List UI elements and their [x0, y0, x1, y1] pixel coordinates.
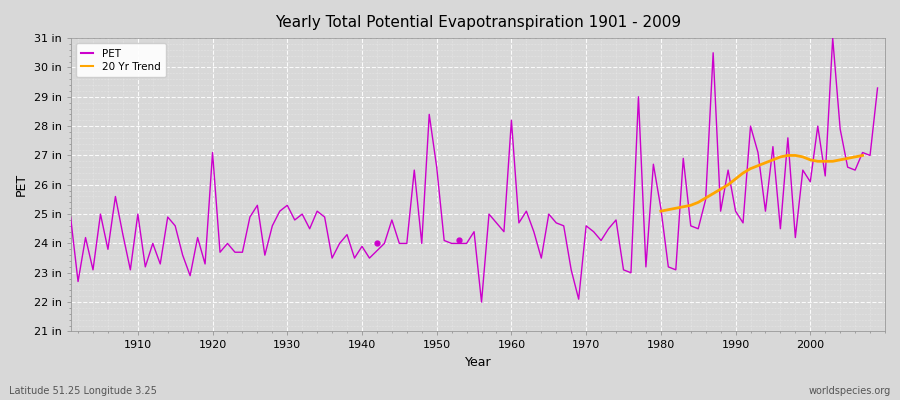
20 Yr Trend — [805, 158, 815, 162]
20 Yr Trend — [768, 158, 778, 162]
PET — [648, 162, 659, 167]
20 Yr Trend — [857, 153, 868, 158]
20 Yr Trend — [813, 159, 824, 164]
PET — [304, 226, 315, 231]
20 Yr Trend — [790, 153, 801, 158]
20 Yr Trend — [827, 159, 838, 164]
PET — [685, 224, 696, 228]
20 Yr Trend — [678, 204, 688, 209]
20 Yr Trend — [745, 166, 756, 171]
20 Yr Trend — [835, 158, 846, 162]
Line: 20 Yr Trend: 20 Yr Trend — [661, 156, 862, 211]
20 Yr Trend — [707, 191, 718, 196]
PET — [476, 300, 487, 304]
20 Yr Trend — [760, 160, 771, 165]
PET — [872, 86, 883, 90]
20 Yr Trend — [850, 154, 860, 159]
20 Yr Trend — [693, 200, 704, 205]
Text: worldspecies.org: worldspecies.org — [809, 386, 891, 396]
PET — [723, 168, 734, 172]
20 Yr Trend — [655, 209, 666, 214]
PET — [827, 36, 838, 40]
X-axis label: Year: Year — [464, 356, 491, 369]
20 Yr Trend — [685, 203, 696, 208]
20 Yr Trend — [663, 207, 674, 212]
Text: Latitude 51.25 Longitude 3.25: Latitude 51.25 Longitude 3.25 — [9, 386, 157, 396]
20 Yr Trend — [723, 182, 734, 187]
Y-axis label: PET: PET — [15, 173, 28, 196]
20 Yr Trend — [738, 171, 749, 176]
20 Yr Trend — [782, 153, 793, 158]
Title: Yearly Total Potential Evapotranspiration 1901 - 2009: Yearly Total Potential Evapotranspiratio… — [274, 15, 681, 30]
20 Yr Trend — [842, 156, 853, 161]
PET — [790, 235, 801, 240]
20 Yr Trend — [730, 176, 741, 181]
20 Yr Trend — [752, 163, 763, 168]
PET — [835, 127, 846, 132]
20 Yr Trend — [670, 206, 681, 211]
Legend: PET, 20 Yr Trend: PET, 20 Yr Trend — [76, 43, 166, 77]
20 Yr Trend — [700, 196, 711, 200]
PET — [65, 215, 76, 220]
20 Yr Trend — [820, 159, 831, 164]
20 Yr Trend — [716, 187, 726, 192]
Line: PET: PET — [70, 38, 878, 302]
20 Yr Trend — [775, 154, 786, 159]
20 Yr Trend — [797, 154, 808, 159]
